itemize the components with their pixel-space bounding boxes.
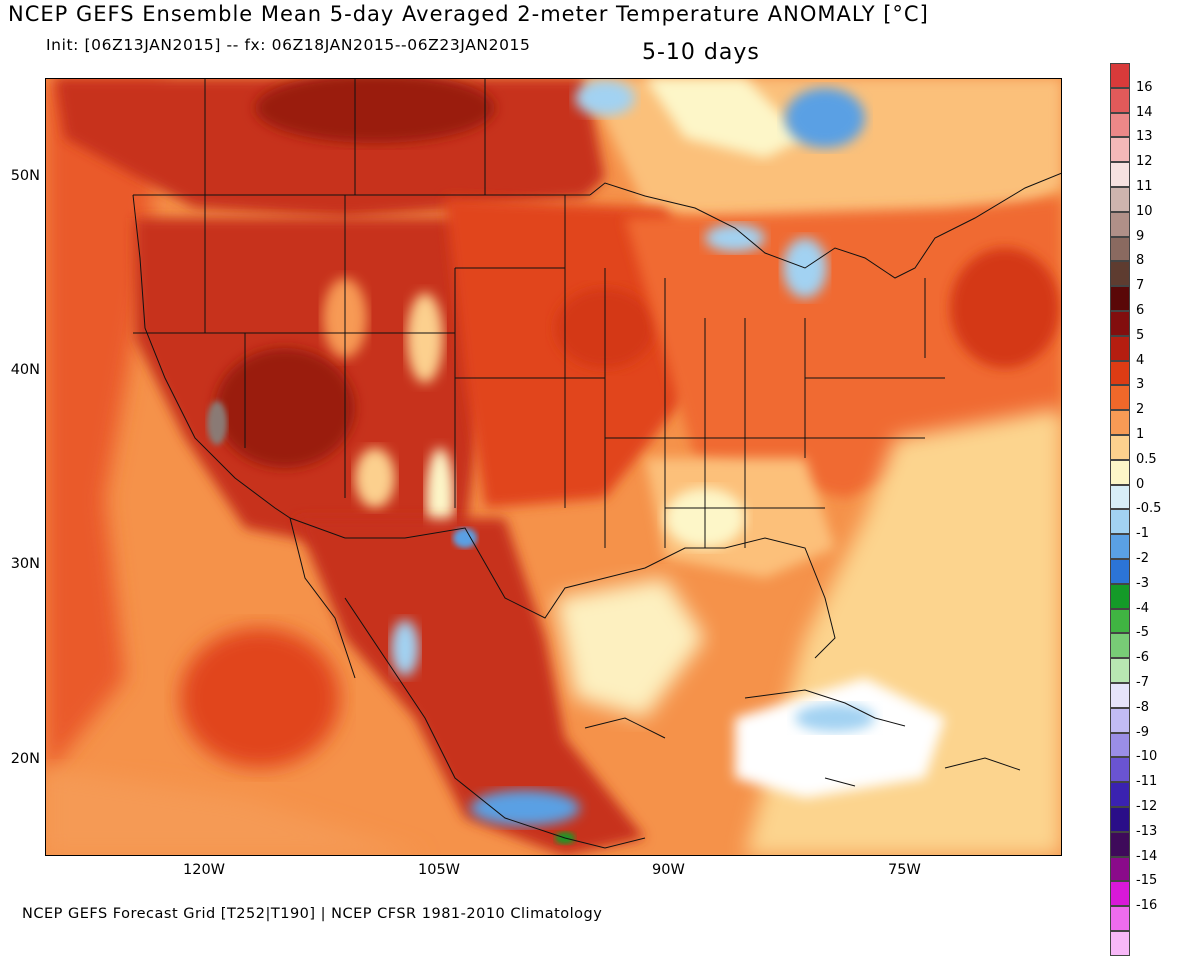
colorbar-tick-label: 4: [1136, 352, 1145, 368]
colorbar-swatch: [1110, 335, 1130, 361]
colorbar-swatch: [1110, 782, 1130, 807]
colorbar-swatch: [1110, 385, 1130, 411]
colorbar-swatch: [1110, 558, 1130, 584]
temperature-anomaly-map: [45, 78, 1062, 856]
colorbar-tick-label: -14: [1136, 848, 1158, 864]
colorbar-swatch: [1110, 707, 1130, 733]
colorbar-tick-label: -13: [1136, 823, 1158, 839]
colorbar-swatch: [1110, 261, 1130, 287]
colorbar-tick-label: -4: [1136, 600, 1149, 616]
colorbar-swatch: [1110, 360, 1130, 386]
colorbar-swatch: [1110, 509, 1130, 535]
colorbar-tick-label: -3: [1136, 575, 1149, 591]
colorbar-tick-label: -12: [1136, 799, 1158, 814]
lon-label-105w: 105W: [418, 862, 461, 878]
colorbar-tick-label: 12: [1136, 154, 1153, 170]
colorbar-swatch: [1110, 459, 1130, 485]
colorbar-swatch: [1110, 831, 1130, 857]
forecast-period-label: 5-10 days: [642, 40, 760, 65]
colorbar-tick-label: 0.5: [1136, 451, 1157, 467]
lon-label-120w: 120W: [183, 862, 226, 878]
lat-label-30n: 30N: [10, 556, 40, 572]
colorbar-tick-label: -15: [1136, 873, 1158, 889]
colorbar-tick-label: -16: [1136, 898, 1158, 914]
colorbar-tick-label: 11: [1136, 179, 1153, 194]
colorbar-swatch: [1110, 112, 1130, 138]
lat-label-20n: 20N: [10, 751, 40, 767]
colorbar-tick-label: 14: [1136, 104, 1153, 120]
colorbar-legend: [1110, 63, 1130, 956]
colorbar-tick-label: 2: [1136, 402, 1145, 418]
colorbar-swatch: [1110, 682, 1130, 708]
colorbar-tick-label: -1: [1136, 526, 1149, 542]
colorbar-swatch: [1110, 757, 1130, 783]
colorbar-tick-label: -10: [1136, 749, 1158, 765]
colorbar-swatch: [1110, 608, 1130, 634]
colorbar-swatch: [1110, 137, 1130, 163]
colorbar-swatch: [1110, 583, 1130, 609]
colorbar-swatch: [1110, 87, 1130, 113]
colorbar-tick-label: -0.5: [1136, 501, 1162, 517]
chart-title: NCEP GEFS Ensemble Mean 5-day Averaged 2…: [8, 2, 929, 26]
colorbar-tick-label: -5: [1136, 625, 1149, 641]
lat-label-40n: 40N: [10, 362, 40, 378]
colorbar-swatch: [1110, 484, 1130, 510]
lat-label-50n: 50N: [10, 168, 40, 184]
anomaly-field-regions: [45, 78, 1062, 856]
colorbar-tick-label: 13: [1136, 129, 1153, 145]
colorbar-tick-label: 1: [1136, 427, 1145, 442]
boundary-lines: [132, 78, 1062, 849]
colorbar-tick-label: 7: [1136, 278, 1145, 294]
colorbar-tick-label: 16: [1136, 79, 1153, 95]
colorbar-swatch: [1110, 856, 1130, 882]
colorbar-swatch: [1110, 286, 1130, 311]
colorbar-swatch: [1110, 881, 1130, 907]
lon-label-75w: 75W: [888, 862, 921, 878]
colorbar-swatch: [1110, 186, 1130, 212]
colorbar-tick-label: -9: [1136, 724, 1149, 740]
colorbar-tick-label: 0: [1136, 476, 1145, 492]
colorbar-tick-label: -11: [1136, 774, 1158, 790]
colorbar-swatch: [1110, 633, 1130, 659]
init-forecast-subtitle: Init: [06Z13JAN2015] -- fx: 06Z18JAN2015…: [46, 36, 531, 54]
colorbar-swatch: [1110, 236, 1130, 262]
colorbar-tick-label: -8: [1136, 699, 1149, 715]
lon-label-90w: 90W: [652, 862, 685, 878]
colorbar-tick-label: 9: [1136, 228, 1145, 244]
colorbar-tick-label: -2: [1136, 551, 1149, 566]
data-source-footer: NCEP GEFS Forecast Grid [T252|T190] | NC…: [22, 906, 603, 922]
colorbar-swatch: [1110, 534, 1130, 559]
colorbar-swatch: [1110, 434, 1130, 460]
colorbar-swatch: [1110, 658, 1130, 683]
colorbar-swatch: [1110, 806, 1130, 832]
colorbar-swatch: [1110, 211, 1130, 237]
colorbar-swatch: [1110, 310, 1130, 336]
colorbar-tick-label: -7: [1136, 675, 1149, 690]
colorbar-swatch: [1110, 410, 1130, 435]
colorbar-tick-label: 6: [1136, 303, 1145, 318]
colorbar-swatch: [1110, 63, 1130, 88]
colorbar-tick-label: -6: [1136, 650, 1149, 666]
colorbar-tick-label: 3: [1136, 377, 1145, 393]
colorbar-tick-label: 8: [1136, 253, 1145, 269]
colorbar-swatch: [1110, 906, 1130, 931]
colorbar-tick-label: 10: [1136, 203, 1153, 219]
colorbar-swatch: [1110, 732, 1130, 758]
colorbar-tick-label: 5: [1136, 327, 1145, 343]
colorbar-swatch: [1110, 162, 1130, 187]
